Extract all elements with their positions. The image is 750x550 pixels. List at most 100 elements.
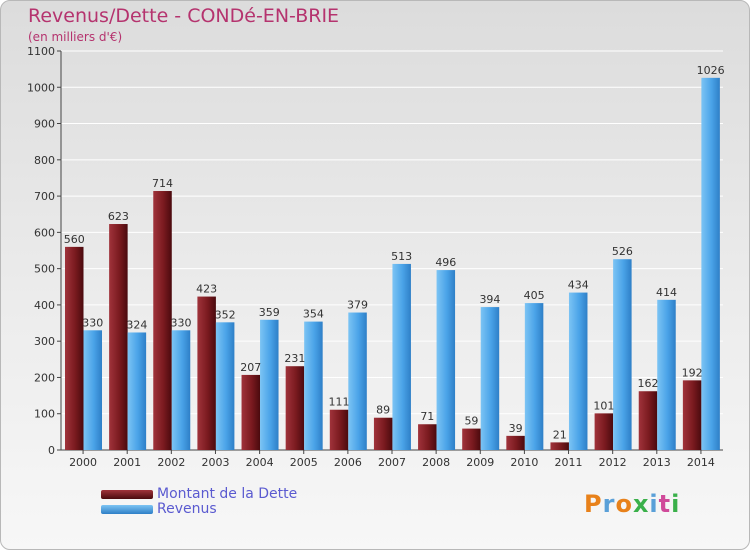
data-label-revenus-2014: 1026 — [697, 64, 725, 77]
logo-letter: i — [649, 490, 659, 518]
y-tick-label: 200 — [34, 371, 55, 384]
data-labels: 560 330 623 324 714 330 423 352 207 359 231 354 111 3… — [64, 64, 725, 442]
legend-label-revenus: Revenus — [157, 501, 217, 517]
x-tick-label: 2009 — [466, 456, 494, 469]
bars — [65, 77, 720, 450]
data-label-revenus-2009: 394 — [479, 293, 500, 306]
y-tick-label: 800 — [34, 154, 55, 167]
data-label-revenus-2001: 324 — [126, 318, 147, 331]
bar-dette-2005 — [285, 366, 305, 450]
bar-dette-2011 — [550, 442, 569, 450]
bar-dette-2001 — [109, 224, 128, 450]
x-tick-label: 2013 — [643, 456, 671, 469]
y-tick-label: 500 — [34, 263, 55, 276]
bar-dette-2003 — [197, 296, 216, 450]
x-tick-label: 2001 — [113, 456, 141, 469]
bar-revenus-2005 — [304, 321, 323, 450]
data-label-dette-2000: 560 — [64, 233, 85, 246]
legend-swatch-dette — [101, 490, 153, 499]
data-label-dette-2010: 39 — [509, 422, 523, 435]
x-tick-label: 2011 — [555, 456, 583, 469]
bar-revenus-2002 — [171, 330, 191, 450]
data-label-revenus-2005: 354 — [303, 308, 324, 321]
chart-title: Revenus/Dette - CONDé-EN-BRIE — [28, 5, 340, 27]
bar-dette-2004 — [241, 374, 261, 450]
x-tick-label: 2005 — [290, 456, 318, 469]
y-tick-label: 100 — [34, 408, 55, 421]
data-label-dette-2012: 101 — [593, 399, 614, 412]
bar-revenus-2001 — [127, 332, 147, 450]
data-label-revenus-2011: 434 — [568, 279, 589, 292]
proxiti-logo: Proxiti — [584, 490, 680, 518]
x-tick-label: 2012 — [599, 456, 627, 469]
logo-letter: r — [602, 490, 616, 518]
data-label-dette-2006: 111 — [329, 396, 350, 409]
data-label-dette-2004: 207 — [240, 361, 261, 374]
bar-dette-2009 — [462, 428, 481, 450]
data-label-dette-2002: 714 — [152, 177, 173, 190]
logo-letter: i — [671, 490, 681, 518]
data-label-dette-2005: 231 — [284, 352, 305, 365]
chart-subtitle: (en milliers d'€) — [28, 30, 123, 44]
bar-revenus-2004 — [260, 319, 279, 450]
legend-swatch-revenus — [101, 505, 153, 514]
data-label-dette-2007: 89 — [376, 404, 390, 417]
data-label-dette-2008: 71 — [420, 410, 434, 423]
bar-revenus-2003 — [215, 322, 235, 450]
bar-dette-2007 — [373, 417, 393, 450]
logo-letter: x — [632, 490, 650, 518]
data-label-revenus-2003: 352 — [215, 308, 236, 321]
logo-letter: P — [584, 490, 603, 518]
y-tick-label: 300 — [34, 335, 55, 348]
bar-dette-2013 — [638, 391, 658, 450]
x-tick-label: 2002 — [157, 456, 185, 469]
data-label-revenus-2010: 405 — [524, 289, 545, 302]
logo-letter: o — [615, 490, 633, 518]
bar-dette-2006 — [329, 409, 349, 450]
y-tick-label: 600 — [34, 226, 55, 239]
bar-revenus-2006 — [348, 312, 367, 450]
bar-revenus-2008 — [436, 270, 456, 450]
data-label-dette-2001: 623 — [108, 210, 129, 223]
data-label-revenus-2006: 379 — [347, 299, 368, 312]
x-tick-label: 2003 — [201, 456, 229, 469]
x-tick-label: 2006 — [334, 456, 362, 469]
data-label-revenus-2002: 330 — [171, 316, 192, 329]
data-label-revenus-2012: 526 — [612, 245, 633, 258]
legend-label-dette: Montant de la Dette — [157, 486, 298, 502]
x-tick-label: 2004 — [246, 456, 274, 469]
bar-revenus-2012 — [613, 259, 632, 450]
bar-dette-2002 — [153, 191, 172, 450]
data-label-dette-2014: 192 — [682, 366, 703, 379]
y-tick-label: 400 — [34, 299, 55, 312]
y-tick-label: 1000 — [27, 81, 55, 94]
bar-revenus-2011 — [568, 292, 588, 450]
data-label-dette-2003: 423 — [196, 283, 217, 296]
data-label-dette-2013: 162 — [637, 377, 658, 390]
data-label-revenus-2000: 330 — [82, 316, 103, 329]
y-tick-label: 1100 — [27, 45, 55, 58]
y-tick-label: 900 — [34, 118, 55, 131]
data-label-revenus-2013: 414 — [656, 286, 677, 299]
x-tick-label: 2008 — [422, 456, 450, 469]
x-tick-label: 2010 — [510, 456, 538, 469]
x-tick-label: 2007 — [378, 456, 406, 469]
bar-revenus-2013 — [657, 299, 676, 450]
logo-letter: t — [658, 490, 672, 518]
bar-dette-2000 — [65, 246, 84, 450]
bar-revenus-2009 — [480, 307, 500, 450]
bar-dette-2012 — [594, 413, 614, 450]
bar-revenus-2014 — [701, 77, 720, 450]
bar-dette-2014 — [682, 380, 702, 450]
y-tick-label: 0 — [48, 444, 55, 457]
x-tick-label: 2014 — [687, 456, 715, 469]
axes: 0 100 200 300 400 500 600 700 800 900 1000 1100 2000… — [27, 45, 723, 469]
x-tick-label: 2000 — [69, 456, 97, 469]
bar-dette-2010 — [506, 435, 525, 450]
data-label-revenus-2004: 359 — [259, 306, 280, 319]
data-label-dette-2011: 21 — [553, 428, 567, 441]
bar-revenus-2007 — [392, 263, 411, 450]
data-label-dette-2009: 59 — [464, 415, 478, 428]
bar-dette-2008 — [418, 424, 437, 450]
